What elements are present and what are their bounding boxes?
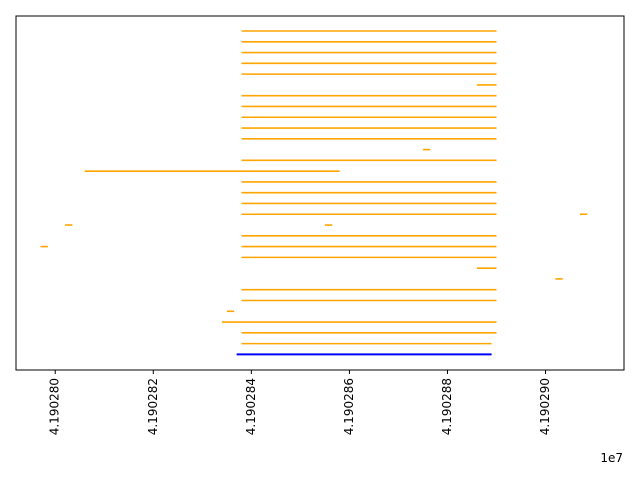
x-offset-label: 1e7 [600,451,623,465]
x-tick-label-1: 4.190282 [146,378,160,435]
x-tick-label-2: 4.190284 [244,378,258,435]
plot-frame [15,15,625,371]
x-axis: 4.190280 4.190282 4.190284 4.190286 4.190288… [48,370,552,435]
plot-area [15,15,625,371]
x-tick-label-5: 4.190290 [538,378,552,435]
x-tick-label-4: 4.190288 [440,378,454,435]
x-tick-label-0: 4.190280 [48,378,62,435]
x-tick-label-3: 4.190286 [342,378,356,435]
